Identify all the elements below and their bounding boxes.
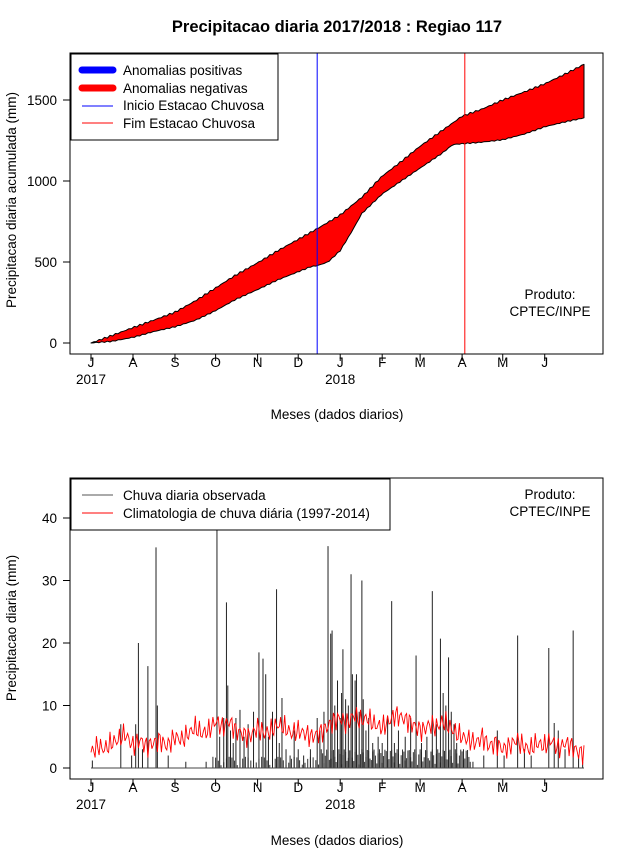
y-axis: 0 500 1000 1500 <box>27 93 70 351</box>
x-tick-label: S <box>170 780 179 795</box>
year-label: 2018 <box>325 797 355 812</box>
y-tick-label: 500 <box>34 255 57 270</box>
daily-panel: 0 10 20 30 40 J A S O N D J F M A M J 2017 2018 Precipita… <box>4 477 604 848</box>
chart-title: Precipitacao diaria 2017/2018 : Regiao 1… <box>172 18 502 36</box>
year-label: 2017 <box>76 372 106 387</box>
x-tick-label: J <box>337 355 344 370</box>
y-tick-label: 30 <box>42 574 57 589</box>
x-tick-label: F <box>378 355 386 370</box>
x-tick-label: D <box>293 355 303 370</box>
legend-label-positive: Anomalias positivas <box>123 63 243 78</box>
legend-label-end: Fim Estacao Chuvosa <box>123 116 256 131</box>
x-tick-label: J <box>541 780 548 795</box>
product-label: Produto: <box>524 487 575 502</box>
year-label: 2017 <box>76 797 106 812</box>
legend-label-onset: Inicio Estacao Chuvosa <box>123 98 265 113</box>
x-tick-label: N <box>253 355 263 370</box>
legend-box <box>70 478 391 531</box>
x-tick-label: M <box>414 355 425 370</box>
negative-anomaly-fill <box>90 63 585 344</box>
x-tick-label: M <box>497 780 508 795</box>
y-tick-label: 20 <box>42 636 57 651</box>
y-tick-label: 1000 <box>27 174 57 189</box>
legend-label-climatology: Climatologia de chuva diária (1997-2014) <box>123 506 370 521</box>
y-tick-label: 0 <box>49 761 57 776</box>
y-axis-label: Precipitacao diaria acumulada (mm) <box>4 92 19 308</box>
legend: Anomalias positivas Anomalias negativas … <box>70 53 279 141</box>
x-tick-label: J <box>88 355 95 370</box>
y-axis-label: Precipitacao diaria (mm) <box>4 555 19 701</box>
x-tick-label: D <box>293 780 303 795</box>
y-axis: 0 10 20 30 40 <box>42 511 70 776</box>
x-tick-label: J <box>337 780 344 795</box>
anomaly-area <box>90 63 585 344</box>
year-label: 2018 <box>325 372 355 387</box>
x-axis: J A S O N D J F M A M J 2017 2018 <box>76 779 548 812</box>
x-tick-label: J <box>88 780 95 795</box>
x-tick-label: A <box>128 780 137 795</box>
x-tick-label: A <box>128 355 137 370</box>
x-tick-label: O <box>210 355 221 370</box>
x-axis: J A S O N D J F M A M J 2017 2018 <box>76 354 548 387</box>
x-tick-label: N <box>253 780 263 795</box>
x-tick-label: M <box>414 780 425 795</box>
climatology-line <box>90 706 585 765</box>
plot-frame <box>69 477 604 780</box>
plot-frame <box>69 52 604 355</box>
x-axis-label: Meses (dados diarios) <box>271 407 404 422</box>
x-tick-label: A <box>458 780 467 795</box>
product-source: CPTEC/INPE <box>509 504 590 519</box>
legend-label-negative: Anomalias negativas <box>123 81 248 96</box>
x-tick-label: O <box>210 780 221 795</box>
y-tick-label: 0 <box>49 336 57 351</box>
climatology-series <box>90 706 585 765</box>
product-label: Produto: <box>524 287 575 302</box>
x-tick-label: F <box>378 780 386 795</box>
x-tick-label: A <box>458 355 467 370</box>
legend: Chuva diaria observada Climatologia de c… <box>70 478 391 531</box>
x-axis-label: Meses (dados diarios) <box>271 833 404 848</box>
x-tick-label: S <box>170 355 179 370</box>
x-tick-label: J <box>541 355 548 370</box>
legend-label-observed: Chuva diaria observada <box>123 488 266 503</box>
y-tick-label: 1500 <box>27 93 57 108</box>
season-lines <box>316 53 466 354</box>
y-tick-label: 40 <box>42 511 57 526</box>
y-tick-label: 10 <box>42 699 57 714</box>
product-source: CPTEC/INPE <box>509 304 590 319</box>
cumulative-panel: 0 500 1000 1500 J A S O N D J F M A M J 2017 2018 Precip… <box>4 52 604 422</box>
observed-bars <box>91 486 584 769</box>
x-tick-label: M <box>497 355 508 370</box>
